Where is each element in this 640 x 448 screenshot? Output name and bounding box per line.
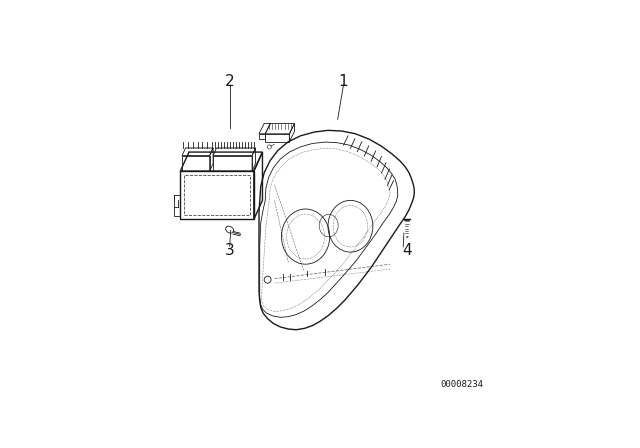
Text: 00008234: 00008234 — [440, 380, 483, 389]
Text: 2: 2 — [225, 74, 234, 89]
Text: 3: 3 — [225, 243, 235, 258]
Text: 1: 1 — [339, 74, 348, 89]
Text: 4: 4 — [402, 243, 412, 258]
